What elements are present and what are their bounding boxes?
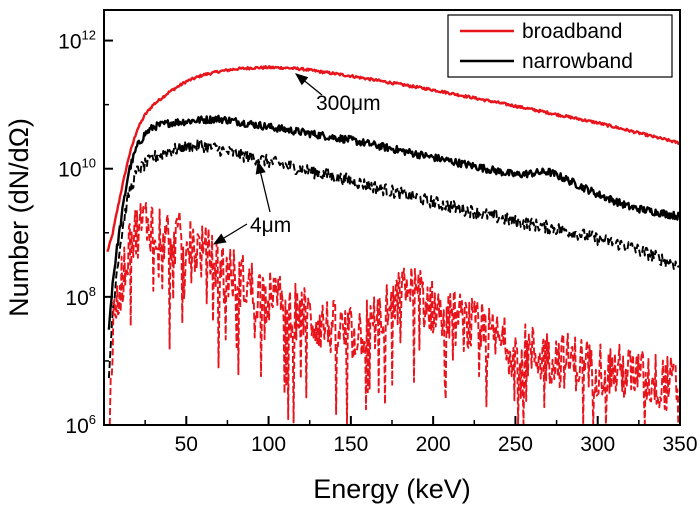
x-axis: 50 100 150 200 250 300 350 [144, 416, 698, 456]
annotation-layer: 300μm 4μm [212, 73, 381, 245]
y-axis-title: Number (dN/dΩ) [4, 118, 34, 317]
x-axis-title: Energy (keV) [313, 474, 471, 504]
y-axis: 106 108 1010 1012 [58, 28, 113, 438]
y-tick-label: 1010 [58, 156, 96, 182]
legend-label-broadband: broadband [522, 20, 622, 43]
x-tick-label: 200 [416, 433, 451, 456]
series-line-narrowband-300m [107, 114, 680, 330]
series-line-narrowband-4m [107, 138, 680, 379]
x-tick-label: 100 [251, 433, 286, 456]
annotation-label: 300μm [316, 92, 381, 115]
y-tick-label: 106 [65, 412, 96, 438]
x-tick-label: 350 [662, 433, 697, 456]
series-line-broadband-4m [108, 201, 681, 425]
x-tick-label: 50 [175, 433, 198, 456]
legend-label-narrowband: narrowband [522, 50, 633, 73]
x-tick-label: 250 [498, 433, 533, 456]
annotation-arrow [255, 160, 271, 213]
legend-box [447, 14, 673, 78]
y-tick-label: 108 [65, 284, 96, 310]
annotation-arrow [212, 223, 248, 245]
y-tick-label: 1012 [58, 28, 96, 54]
x-tick-label: 150 [333, 433, 368, 456]
annotation-label: 4μm [250, 214, 291, 237]
x-tick-label: 300 [580, 433, 615, 456]
annotation-arrow [294, 73, 323, 96]
legend: broadband narrowband [447, 14, 673, 78]
series-line-broadband-300m [106, 65, 680, 253]
series-layer [106, 65, 681, 425]
